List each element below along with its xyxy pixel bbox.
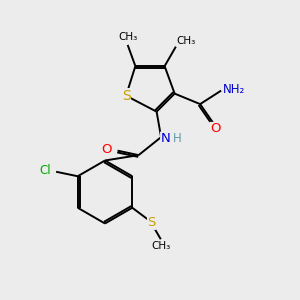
Text: NH₂: NH₂ — [223, 82, 245, 96]
Text: H: H — [173, 132, 182, 145]
Text: O: O — [102, 142, 112, 156]
Text: CH₃: CH₃ — [118, 32, 137, 42]
Text: O: O — [210, 122, 220, 136]
Text: N: N — [161, 132, 170, 145]
Text: Cl: Cl — [39, 164, 51, 177]
Text: S: S — [122, 89, 130, 103]
Text: CH₃: CH₃ — [151, 241, 170, 251]
Text: S: S — [148, 216, 156, 229]
Text: CH₃: CH₃ — [177, 36, 196, 46]
